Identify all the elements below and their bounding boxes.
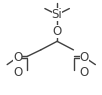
Text: O: O (13, 66, 22, 79)
Text: O: O (13, 51, 22, 64)
Text: O: O (80, 51, 89, 64)
Text: O: O (53, 25, 62, 38)
Text: O: O (80, 66, 89, 79)
Text: Si: Si (52, 8, 63, 21)
